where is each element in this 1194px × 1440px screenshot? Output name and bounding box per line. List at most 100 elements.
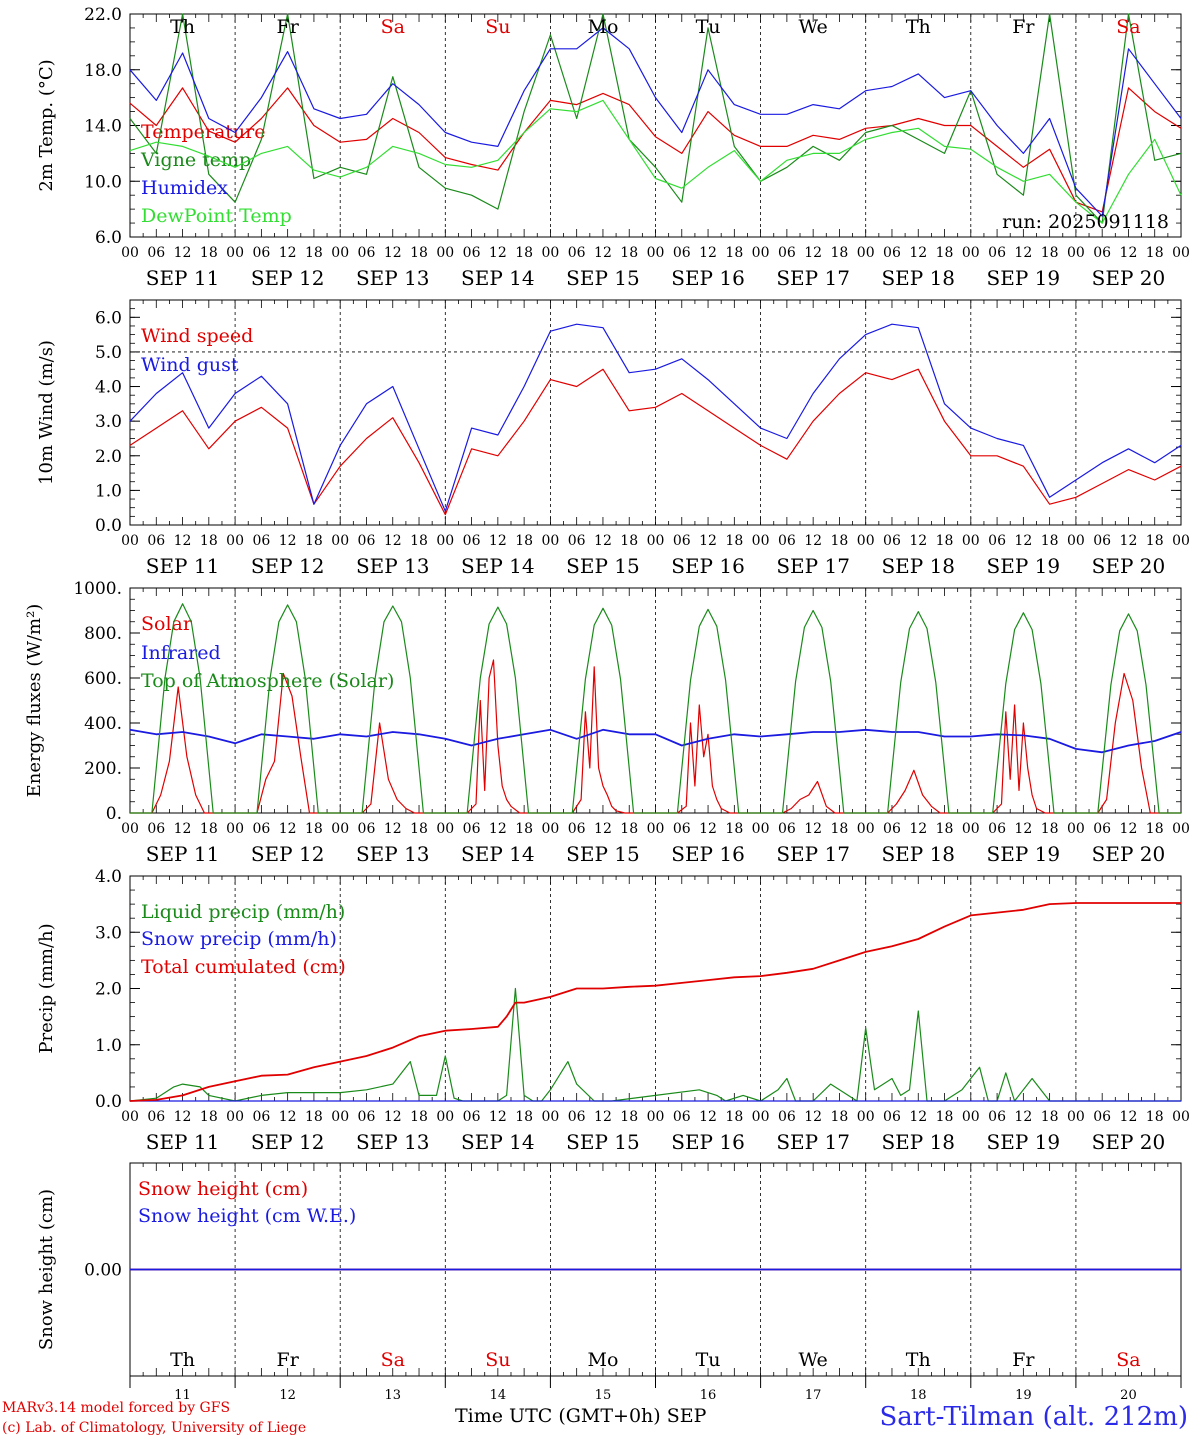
- hour-tick-label: 12: [594, 821, 612, 837]
- hour-tick-label: 06: [147, 1109, 165, 1125]
- hour-tick-label: 06: [568, 533, 586, 549]
- weekday-label: Sa: [1116, 1349, 1140, 1371]
- y-axis-label: 2m Temp. (°C): [36, 59, 57, 191]
- hour-tick-label: 00: [541, 1109, 559, 1125]
- y-tick-label: 14.0: [84, 117, 122, 137]
- y-axis-label: 10m Wind (m/s): [36, 340, 57, 485]
- hour-tick-label: 18: [200, 533, 218, 549]
- hour-tick-label: 00: [752, 245, 770, 261]
- hour-tick-label: 12: [1120, 1109, 1138, 1125]
- hour-tick-label: 18: [410, 1109, 428, 1125]
- hour-tick-label: 06: [358, 533, 376, 549]
- hour-tick-label: 06: [568, 245, 586, 261]
- weekday-label: Sa: [381, 1349, 405, 1371]
- day-number-label: 13: [384, 1388, 401, 1403]
- hour-tick-label: 06: [147, 245, 165, 261]
- hour-tick-label: 00: [541, 821, 559, 837]
- y-tick-label: 4.0: [95, 867, 122, 887]
- series-line-3: [130, 603, 1181, 814]
- hour-tick-label: 12: [909, 245, 927, 261]
- y-tick-label: 0.: [106, 804, 122, 824]
- hour-tick-label: 12: [1014, 245, 1032, 261]
- hour-tick-label: 00: [857, 821, 875, 837]
- model-credit: MARv3.14 model forced by GFS: [2, 1400, 231, 1416]
- hour-tick-label: 18: [725, 1109, 743, 1125]
- station-title: Sart-Tilman (alt. 212m): [879, 1402, 1188, 1432]
- hour-tick-label: 00: [752, 1109, 770, 1125]
- y-tick-label: 5.0: [95, 343, 122, 363]
- date-label: SEP 15: [566, 1130, 640, 1154]
- hour-tick-label: 06: [673, 245, 691, 261]
- hour-tick-label: 12: [699, 245, 717, 261]
- weekday-label: Mo: [587, 1349, 618, 1371]
- hour-tick-label: 00: [436, 1109, 454, 1125]
- date-label: SEP 14: [461, 266, 535, 290]
- hour-tick-label: 12: [489, 821, 507, 837]
- series-line-1: [129, 368, 1182, 516]
- legend-entry: Wind gust: [141, 354, 239, 376]
- hour-tick-label: 18: [725, 533, 743, 549]
- chart-panel-1: 6.0 10.0 14.0 18.0 22.0 2m Temp. (°C) Temperat…: [36, 5, 1190, 290]
- y-tick-label: 2.0: [95, 447, 122, 467]
- hour-tick-label: 12: [594, 533, 612, 549]
- hour-tick-label: 12: [699, 533, 717, 549]
- y-tick-label: 800.: [84, 624, 122, 644]
- hour-tick-label: 06: [883, 245, 901, 261]
- legend-entry: Liquid precip (mm/h): [141, 901, 345, 923]
- hour-tick-label: 06: [568, 821, 586, 837]
- hour-tick-label: 18: [1146, 821, 1164, 837]
- hour-tick-label: 00: [1067, 533, 1085, 549]
- legend-entry: Vigne temp: [140, 149, 251, 171]
- hour-tick-label: 00: [962, 245, 980, 261]
- legend-entry: Infrared: [141, 642, 221, 664]
- y-axis-label: Precip (mm/h): [36, 923, 57, 1053]
- date-label: SEP 12: [251, 1130, 325, 1154]
- hour-tick-label: 00: [1067, 245, 1085, 261]
- y-tick-label: 6.0: [95, 228, 122, 248]
- hour-tick-label: 12: [279, 245, 297, 261]
- hour-tick-label: 06: [463, 821, 481, 837]
- hour-tick-label: 18: [515, 821, 533, 837]
- hour-tick-label: 00: [752, 533, 770, 549]
- date-label: SEP 13: [356, 266, 430, 290]
- hour-tick-label: 18: [410, 533, 428, 549]
- weekday-label: Fr: [1012, 16, 1035, 38]
- hour-tick-label: 00: [647, 533, 665, 549]
- hour-tick-label: 12: [489, 533, 507, 549]
- hour-tick-label: 06: [252, 821, 270, 837]
- legend-entry: Wind speed: [141, 325, 253, 347]
- hour-tick-label: 12: [384, 1109, 402, 1125]
- hour-tick-label: 00: [331, 1109, 349, 1125]
- series-line-2: [129, 13, 1182, 224]
- hour-tick-label: 00: [857, 1109, 875, 1125]
- date-label: SEP 20: [1092, 842, 1166, 866]
- hour-tick-label: 18: [725, 245, 743, 261]
- hour-tick-label: 18: [936, 533, 954, 549]
- y-tick-label: 3.0: [95, 923, 122, 943]
- series-line-1: [129, 87, 1182, 213]
- legend-entry: DewPoint Temp: [141, 205, 292, 227]
- hour-tick-label: 12: [174, 245, 192, 261]
- weekday-label: Su: [485, 16, 510, 38]
- hour-tick-label: 12: [489, 245, 507, 261]
- hour-tick-label: 06: [252, 533, 270, 549]
- hour-tick-label: 12: [279, 1109, 297, 1125]
- legend-entry: Snow height (cm W.E.): [138, 1205, 356, 1227]
- day-number-label: 11: [174, 1388, 191, 1403]
- hour-tick-label: 00: [647, 245, 665, 261]
- hour-tick-label: 00: [226, 533, 244, 549]
- run-label: run: 2025091118: [1002, 211, 1169, 233]
- hour-tick-label: 00: [647, 821, 665, 837]
- legend-entry: Temperature: [141, 121, 265, 143]
- y-axis-label: Snow height (cm): [36, 1189, 57, 1350]
- hour-tick-label: 12: [174, 821, 192, 837]
- hour-tick-label: 06: [988, 533, 1006, 549]
- date-label: SEP 12: [251, 266, 325, 290]
- chart-panel-3: 0. 200. 400. 600. 800. 1000. Energy fluxes (W/…: [24, 579, 1190, 866]
- day-number-label: 15: [595, 1388, 612, 1403]
- hour-tick-label: 00: [1067, 1109, 1085, 1125]
- weekday-label: Th: [170, 16, 195, 38]
- chart-panel-5: 0.00 Snow height (cm) Snow height (cm) Snow…: [36, 1162, 1182, 1403]
- weekday-label: Fr: [277, 1349, 300, 1371]
- date-label: SEP 15: [566, 266, 640, 290]
